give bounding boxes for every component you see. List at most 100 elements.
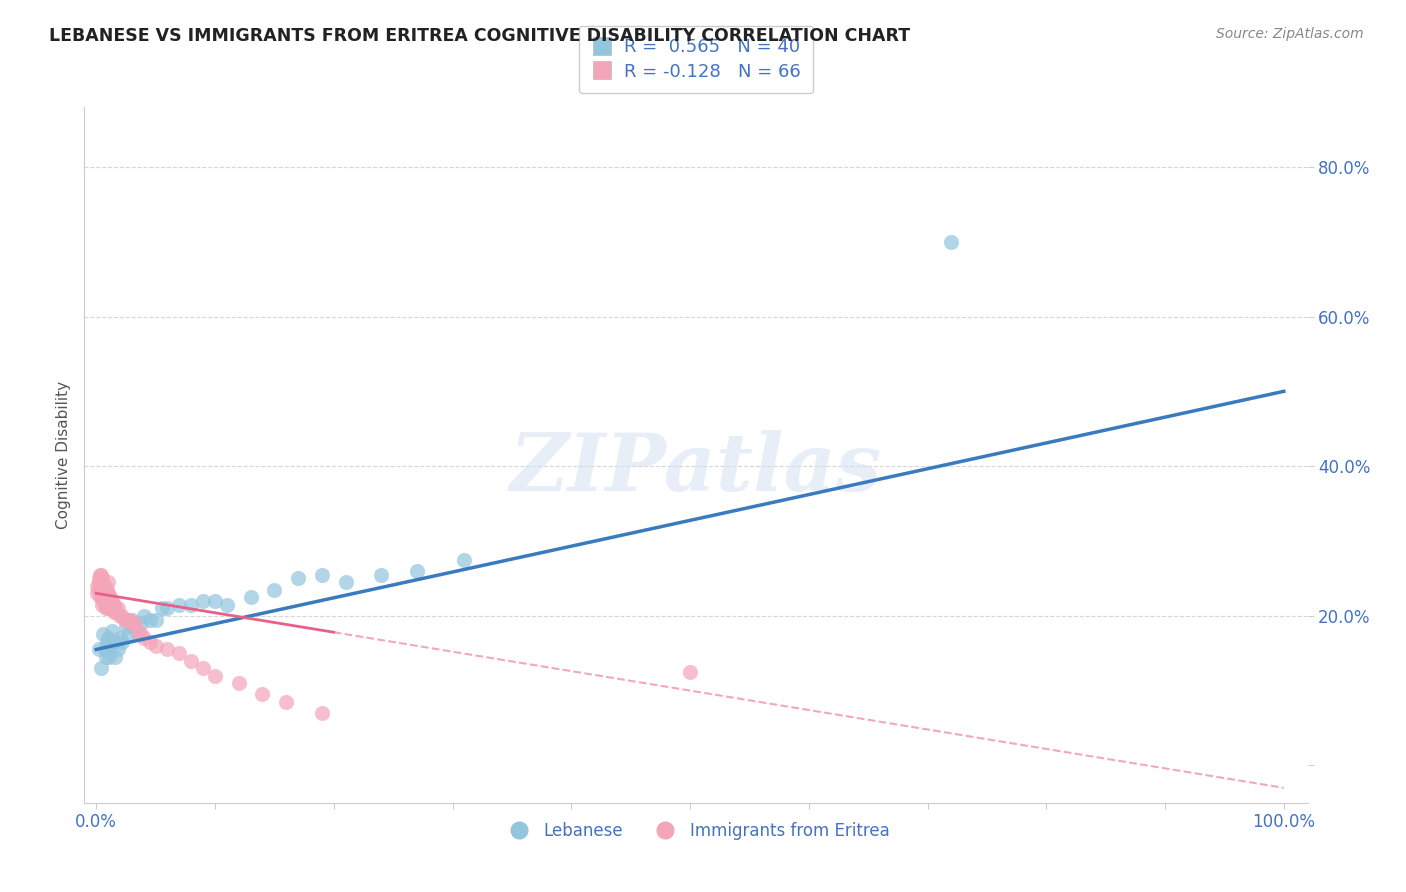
Point [122, 616, 145, 631]
Point [156, 642, 179, 657]
Point [91, 590, 114, 604]
Point [127, 624, 149, 638]
Point [122, 620, 145, 634]
Point [86, 579, 108, 593]
Point [97, 601, 120, 615]
Point [121, 613, 143, 627]
Text: ZIPatlas: ZIPatlas [510, 430, 882, 508]
Point [96, 635, 118, 649]
Point [138, 613, 160, 627]
Point [107, 642, 129, 657]
Point [118, 613, 141, 627]
Point [100, 601, 122, 615]
Point [132, 631, 155, 645]
Point [87, 642, 110, 657]
Point [105, 605, 128, 619]
Point [96, 590, 118, 604]
Point [98, 649, 121, 664]
Point [108, 631, 131, 645]
Point [100, 590, 122, 604]
Point [87, 582, 110, 597]
Point [108, 608, 131, 623]
Point [104, 601, 127, 615]
Point [93, 642, 115, 657]
Point [156, 601, 179, 615]
Point [103, 605, 125, 619]
Point [94, 594, 117, 608]
Point [252, 687, 274, 701]
Text: LEBANESE VS IMMIGRANTS FROM ERITREA COGNITIVE DISABILITY CORRELATION CHART: LEBANESE VS IMMIGRANTS FROM ERITREA COGN… [49, 27, 910, 45]
Point [215, 598, 238, 612]
Point [90, 586, 112, 600]
Point [679, 665, 702, 679]
Point [91, 582, 114, 597]
Point [191, 661, 214, 675]
Point [104, 649, 127, 664]
Point [311, 706, 333, 720]
Point [121, 616, 143, 631]
Legend: Lebanese, Immigrants from Eritrea: Lebanese, Immigrants from Eritrea [495, 815, 897, 847]
Point [98, 590, 121, 604]
Point [107, 601, 129, 615]
Point [191, 594, 214, 608]
Point [96, 598, 118, 612]
Point [115, 620, 138, 634]
Point [91, 598, 114, 612]
Point [89, 567, 111, 582]
Point [132, 608, 155, 623]
Point [169, 646, 191, 660]
Point [276, 695, 298, 709]
Point [131, 627, 153, 641]
Point [100, 598, 122, 612]
Point [131, 616, 153, 631]
Point [145, 639, 167, 653]
Point [335, 575, 357, 590]
Point [370, 567, 392, 582]
Point [90, 567, 112, 582]
Point [87, 571, 110, 585]
Point [93, 579, 115, 593]
Point [941, 235, 963, 249]
Point [93, 598, 115, 612]
Point [97, 594, 120, 608]
Point [93, 594, 115, 608]
Point [169, 598, 191, 612]
Point [97, 586, 120, 600]
Point [93, 627, 115, 641]
Point [287, 571, 309, 585]
Point [406, 564, 429, 578]
Point [239, 590, 262, 604]
Point [93, 579, 115, 593]
Point [453, 552, 475, 566]
Point [94, 601, 117, 615]
Point [96, 582, 118, 597]
Point [98, 601, 121, 615]
Point [97, 575, 120, 590]
Point [117, 627, 139, 641]
Point [91, 571, 114, 585]
Point [87, 575, 110, 590]
Point [103, 635, 125, 649]
Point [150, 601, 173, 615]
Point [100, 642, 122, 657]
Point [127, 627, 149, 641]
Point [89, 579, 111, 593]
Point [111, 608, 134, 623]
Point [204, 668, 226, 682]
Point [86, 586, 108, 600]
Point [145, 613, 167, 627]
Point [97, 631, 120, 645]
Point [100, 624, 122, 638]
Point [180, 598, 202, 612]
Point [111, 635, 134, 649]
Point [100, 594, 122, 608]
Point [114, 613, 136, 627]
Point [90, 579, 112, 593]
Point [93, 586, 115, 600]
Point [94, 582, 117, 597]
Point [101, 598, 124, 612]
Point [93, 590, 115, 604]
Point [228, 676, 250, 690]
Y-axis label: Cognitive Disability: Cognitive Disability [56, 381, 72, 529]
Point [180, 654, 202, 668]
